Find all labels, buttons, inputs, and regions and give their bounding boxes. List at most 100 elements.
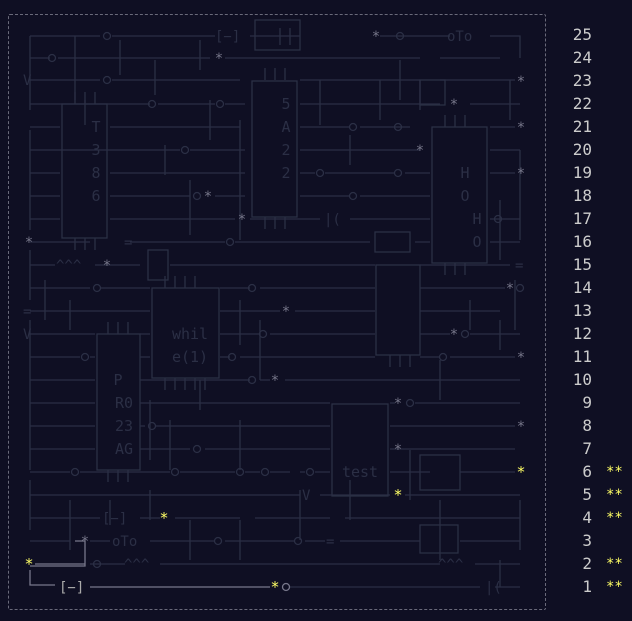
chip-e-line-3: 23 — [115, 417, 133, 435]
star-grey: * — [81, 534, 89, 550]
chip-b-line-2: A — [281, 118, 290, 136]
day-18-row[interactable]: 18 — [560, 186, 632, 206]
calendar-frame — [8, 14, 546, 610]
chip-a-line-2: 3 — [91, 141, 100, 159]
chip-b-line-4: 2 — [281, 164, 290, 182]
day-23-row[interactable]: 23 — [560, 71, 632, 91]
day-number[interactable]: 19 — [572, 163, 592, 182]
day-24-row[interactable]: 24 — [560, 48, 632, 68]
chip-b-line-1: 5 — [281, 95, 290, 113]
star-grey: * — [517, 74, 525, 90]
star-grey: * — [517, 350, 525, 366]
day-stars: ** — [606, 487, 623, 503]
day-9-row[interactable]: 9 — [560, 393, 632, 413]
star-gold: * — [159, 509, 168, 527]
day-19-row[interactable]: 19 — [560, 163, 632, 183]
star-gold: * — [393, 486, 402, 504]
chip-b-line-3: 2 — [281, 141, 290, 159]
ot-lower: oTo — [112, 534, 137, 550]
chip-d-line-1: whil — [172, 325, 208, 343]
day-10-row[interactable]: 10 — [560, 370, 632, 390]
day-number[interactable]: 11 — [572, 347, 592, 366]
day-6-row[interactable]: 6 ** — [560, 462, 632, 482]
day-17-row[interactable]: 17 — [560, 209, 632, 229]
day-22-row[interactable]: 22 — [560, 94, 632, 114]
chip-f-label: test — [342, 463, 378, 481]
v-left-top: V — [23, 73, 32, 89]
star-grey: * — [517, 166, 525, 182]
day-1-row[interactable]: 1 ** — [560, 577, 632, 597]
chip-a-line-4: 6 — [91, 187, 100, 205]
star-grey: * — [271, 373, 279, 389]
eq-left: = — [124, 235, 132, 251]
day-number[interactable]: 12 — [572, 324, 592, 343]
day-8-row[interactable]: 8 — [560, 416, 632, 436]
star-grey: * — [282, 304, 290, 320]
squiggle-lower: ^^^ — [124, 557, 149, 573]
star-grey: * — [238, 212, 246, 228]
day-number[interactable]: 17 — [572, 209, 592, 228]
star-grey: * — [416, 143, 424, 159]
day-stars: ** — [606, 579, 623, 595]
star-grey: * — [394, 396, 402, 412]
chip-a-line-3: 8 — [91, 164, 100, 182]
day-number[interactable]: 23 — [572, 71, 592, 90]
day-7-row[interactable]: 7 — [560, 439, 632, 459]
bracket-lower: [−] — [102, 511, 127, 527]
day-11-row[interactable]: 11 — [560, 347, 632, 367]
day-25-row[interactable]: 25 — [560, 25, 632, 45]
day-3-row[interactable]: 3 — [560, 531, 632, 551]
day-number[interactable]: 6 — [582, 462, 592, 481]
star-grey: * — [25, 235, 33, 251]
day-number[interactable]: 1 — [582, 577, 592, 596]
day-number[interactable]: 18 — [572, 186, 592, 205]
chip-e-line-2: R0 — [115, 394, 133, 412]
day-13-row[interactable]: 13 — [560, 301, 632, 321]
eq-lower: = — [326, 534, 334, 550]
chip-e-line-4: AG — [115, 440, 133, 458]
day-20-row[interactable]: 20 — [560, 140, 632, 160]
day-21-row[interactable]: 21 — [560, 117, 632, 137]
day-number[interactable]: 5 — [582, 485, 592, 504]
star-grey: * — [450, 97, 458, 113]
day-14-row[interactable]: 14 — [560, 278, 632, 298]
day-4-row[interactable]: 4 ** — [560, 508, 632, 528]
eq-right: = — [515, 258, 523, 274]
day-2-row[interactable]: 2 ** — [560, 554, 632, 574]
day-number[interactable]: 10 — [572, 370, 592, 389]
day-number[interactable]: 21 — [572, 117, 592, 136]
day-number[interactable]: 9 — [582, 393, 592, 412]
chip-c-line-2: O — [460, 187, 469, 205]
day-number[interactable]: 3 — [582, 531, 592, 550]
day-number[interactable]: 25 — [572, 25, 592, 44]
day-number[interactable]: 14 — [572, 278, 592, 297]
v-left-mid: V — [23, 327, 32, 343]
star-gold: * — [516, 463, 525, 481]
day-5-row[interactable]: 5 ** — [560, 485, 632, 505]
day-number[interactable]: 20 — [572, 140, 592, 159]
day-number[interactable]: 24 — [572, 48, 592, 67]
bracket-top: [−] — [215, 29, 240, 45]
day-number[interactable]: 7 — [582, 439, 592, 458]
day-number[interactable]: 4 — [582, 508, 592, 527]
chip-c-line-3: H — [472, 210, 481, 228]
star-grey: * — [517, 419, 525, 435]
paren-mid: |( — [324, 212, 341, 228]
chip-d-line-2: e(1) — [172, 348, 208, 366]
day-number[interactable]: 22 — [572, 94, 592, 113]
star-gold: * — [24, 555, 33, 573]
day-number[interactable]: 13 — [572, 301, 592, 320]
day-16-row[interactable]: 16 — [560, 232, 632, 252]
day-number[interactable]: 2 — [582, 554, 592, 573]
star-grey: * — [372, 29, 380, 45]
day-12-row[interactable]: 12 — [560, 324, 632, 344]
chip-c-line-1: H — [460, 164, 469, 182]
day-number[interactable]: 16 — [572, 232, 592, 251]
chip-e-line-1: P — [113, 371, 122, 389]
day-number[interactable]: 15 — [572, 255, 592, 274]
day-number[interactable]: 8 — [582, 416, 592, 435]
day-15-row[interactable]: 15 — [560, 255, 632, 275]
star-grey: * — [517, 120, 525, 136]
